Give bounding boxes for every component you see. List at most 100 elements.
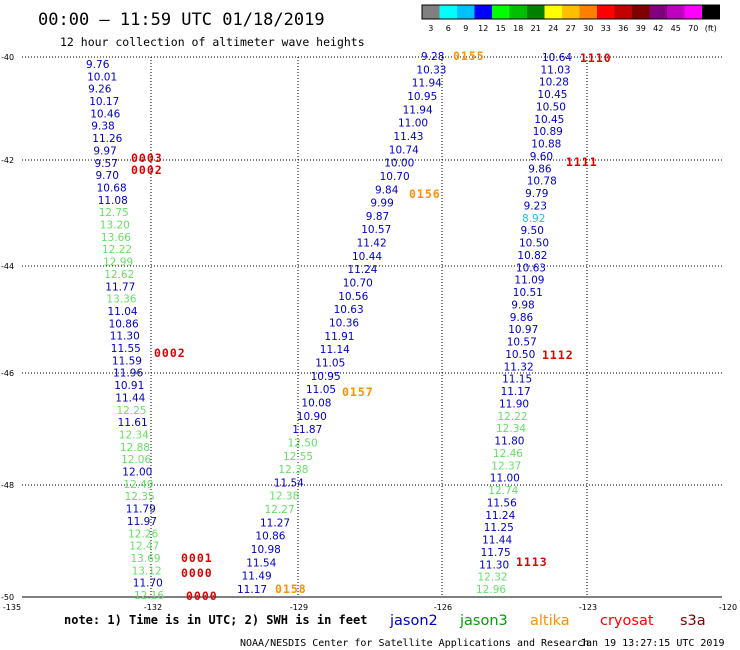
latitude-labels: -40 -42 -44 -46 -48 -50 [1, 53, 14, 602]
swh-value: 11.17 [501, 386, 531, 398]
legend-altika: altika [530, 613, 570, 629]
longitude-labels: -135 -132 -129 -126 -123 -120 [3, 603, 737, 612]
time-label: 0000 [186, 589, 218, 603]
swh-value: 10.90 [297, 411, 327, 423]
swh-value: 11.96 [113, 368, 143, 380]
colorbar-label: 12 [478, 24, 488, 33]
lat-label: -44 [1, 262, 14, 271]
swh-value: 12.55 [283, 451, 313, 463]
lon-label: -120 [719, 603, 737, 612]
swh-value: 10.86 [109, 318, 139, 330]
legend-s3a: s3a [680, 613, 706, 629]
swh-value: 9.70 [96, 170, 119, 182]
colorbar-label: 6 [446, 24, 451, 33]
swh-value: 9.86 [528, 163, 552, 175]
swh-value: 12.22 [498, 411, 528, 423]
time-label: 0003 [131, 151, 163, 165]
colorbar-label: 9 [463, 24, 468, 33]
colorbar-swatch [509, 5, 527, 19]
time-label: 0155 [453, 49, 485, 63]
swh-value: 11.30 [479, 559, 509, 571]
colorbar-swatch [422, 5, 440, 19]
swh-value: 10.51 [513, 287, 543, 299]
colorbar-swatch [649, 5, 667, 19]
swh-value: 10.98 [251, 544, 281, 556]
footer-note: note: 1) Time is in UTC; 2) SWH is in fe… [64, 613, 367, 627]
swh-value: 11.80 [494, 436, 524, 448]
swh-value: 10.57 [507, 337, 537, 349]
swh-value: 10.86 [255, 531, 285, 543]
swh-value: 9.97 [93, 145, 116, 157]
colorbar-label: 33 [601, 24, 611, 33]
swh-value: 12.88 [120, 442, 150, 454]
colorbar-swatch [702, 5, 720, 19]
swh-value: 12.35 [125, 491, 155, 503]
swh-value: 9.87 [366, 211, 389, 223]
swh-value: 10.33 [416, 64, 446, 76]
swh-value: 12.34 [119, 430, 149, 442]
lon-label: -135 [3, 603, 21, 612]
swh-value: 10.17 [89, 96, 119, 108]
map-subtitle: 12 hour collection of altimeter wave hei… [60, 35, 365, 49]
swh-value: 11.00 [398, 118, 428, 130]
swh-value: 11.43 [393, 131, 423, 143]
swh-value: 10.28 [539, 77, 569, 89]
swh-value: 11.03 [541, 64, 571, 76]
colorbar-swatch [667, 5, 685, 19]
swh-value: 11.44 [115, 392, 145, 404]
colorbar-label: 21 [531, 24, 541, 33]
swh-value: 11.94 [403, 104, 433, 116]
swh-value: 12.34 [496, 423, 526, 435]
colorbar-swatch [439, 5, 457, 19]
swh-value: 11.25 [484, 522, 514, 534]
swh-value: 12.49 [123, 479, 153, 491]
swh-value: 11.14 [320, 344, 350, 356]
swh-value: 10.50 [536, 102, 566, 114]
legend-jason2: jason2 [389, 613, 438, 629]
swh-value: 11.09 [514, 275, 544, 287]
swh-value: 10.89 [533, 126, 563, 138]
swh-value: 11.94 [412, 78, 442, 90]
swh-value: 12.38 [269, 491, 299, 503]
swh-value: 11.61 [118, 417, 148, 429]
swh-value: 9.84 [375, 184, 399, 196]
lat-label: -48 [1, 481, 14, 490]
swh-value: 11.79 [126, 504, 156, 516]
swh-value: 10.50 [505, 349, 535, 361]
time-label: 0002 [154, 346, 186, 360]
swh-value: 9.38 [91, 121, 114, 133]
time-label: 0158 [275, 582, 307, 596]
lat-lon-grid [22, 56, 722, 598]
lat-label: -42 [1, 156, 14, 165]
time-label: 0157 [342, 385, 374, 399]
lon-label: -129 [290, 603, 308, 612]
time-label: 0156 [409, 187, 441, 201]
time-label: 0001 [181, 551, 213, 565]
swh-value: 12.26 [128, 528, 158, 540]
swh-value: 11.54 [246, 557, 276, 569]
swh-value: 11.08 [98, 195, 128, 207]
colorbar-swatch [544, 5, 562, 19]
colorbar-swatch [579, 5, 597, 19]
swh-value: 10.91 [114, 380, 144, 392]
lon-label: -126 [434, 603, 452, 612]
swh-value: 13.66 [101, 232, 131, 244]
lat-label: -40 [1, 53, 14, 62]
swh-value: 13.69 [131, 553, 161, 565]
legend-jason3: jason3 [459, 613, 508, 629]
swh-value: 11.77 [105, 281, 135, 293]
swh-value: 12.22 [102, 244, 132, 256]
swh-value: 9.86 [510, 312, 534, 324]
altimeter-tracks: 9.7610.019.2610.1710.469.3811.269.979.57… [86, 51, 572, 602]
colorbar-label: 27 [566, 24, 576, 33]
swh-value: 10.68 [97, 183, 127, 195]
colorbar-label: 36 [618, 24, 628, 33]
colorbar-label: 39 [636, 24, 646, 33]
swh-value: 10.50 [519, 238, 549, 250]
swh-value: 12.32 [478, 572, 508, 584]
swh-value: 9.79 [525, 188, 548, 200]
swh-value: 11.24 [347, 264, 377, 276]
swh-value: 12.06 [121, 454, 151, 466]
swh-value: 11.42 [357, 238, 387, 250]
swh-value: 9.60 [530, 151, 553, 163]
